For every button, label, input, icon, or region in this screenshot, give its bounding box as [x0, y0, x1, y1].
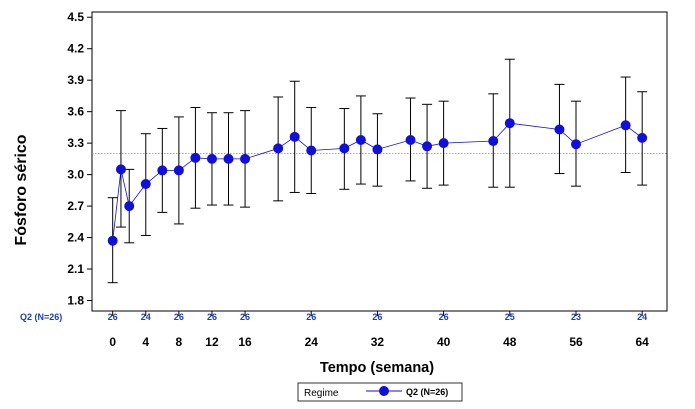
x-tick-label: 56	[569, 335, 583, 349]
n-count: 24	[141, 312, 151, 322]
n-count: 24	[637, 312, 647, 322]
data-point	[488, 136, 499, 147]
y-tick-label: 1.8	[67, 294, 84, 308]
n-count: 26	[174, 312, 184, 322]
y-tick-label: 2.1	[67, 262, 84, 276]
y-tick-label: 2.7	[67, 199, 84, 213]
n-count: 23	[571, 312, 581, 322]
data-point	[289, 131, 300, 142]
data-point	[206, 153, 217, 164]
n-count: 26	[306, 312, 316, 322]
x-tick-label: 24	[305, 335, 319, 349]
n-row-group: Q2 (N=26) 26 24 26 26 26 26 26 26 25 23 24	[20, 312, 647, 322]
data-point	[273, 143, 284, 154]
series-group	[107, 118, 648, 246]
x-axis-title: Tempo (semana)	[320, 360, 434, 376]
data-point	[306, 145, 317, 156]
legend-entry-label: Q2 (N=26)	[406, 387, 448, 397]
n-count: 26	[240, 312, 250, 322]
data-point	[422, 141, 433, 152]
data-point	[438, 138, 449, 149]
data-point	[372, 144, 383, 155]
y-tick-label: 3.6	[67, 105, 84, 119]
data-point	[223, 153, 234, 164]
x-tick-label: 0	[109, 335, 116, 349]
data-point	[157, 165, 168, 176]
n-count: 26	[439, 312, 449, 322]
y-tick-label: 4.2	[67, 42, 84, 56]
x-tick-label: 64	[636, 335, 650, 349]
plot-frame	[91, 11, 668, 312]
data-point	[570, 139, 581, 150]
y-tick-label: 3.9	[67, 73, 84, 87]
n-count: 25	[505, 312, 515, 322]
data-point	[173, 165, 184, 176]
n-count: 26	[372, 312, 382, 322]
data-point	[355, 134, 366, 145]
data-point	[620, 120, 631, 131]
data-point	[339, 143, 350, 154]
x-tick-label: 16	[238, 335, 252, 349]
x-tick-label: 40	[437, 335, 451, 349]
y-axis-title: Fósforo sérico	[13, 134, 30, 245]
data-point	[405, 134, 416, 145]
error-bars-group	[107, 58, 648, 284]
data-point	[140, 179, 151, 190]
x-tick-label: 8	[176, 335, 183, 349]
data-point	[240, 153, 251, 164]
data-point	[107, 235, 118, 246]
data-point	[124, 201, 135, 212]
data-point	[115, 164, 126, 175]
x-tick-label: 12	[205, 335, 219, 349]
data-point	[554, 124, 565, 135]
data-point	[504, 118, 515, 129]
y-tick-label: 3.0	[67, 168, 84, 182]
x-tick-label: 4	[142, 335, 149, 349]
axes-group: 1.82.12.42.73.03.33.63.94.24.50 4 8 12 16 24 3…	[67, 10, 649, 349]
data-point	[190, 152, 201, 163]
n-count: 26	[108, 312, 118, 322]
x-tick-label: 32	[371, 335, 385, 349]
y-tick-label: 4.5	[67, 10, 84, 24]
n-count: 26	[207, 312, 217, 322]
data-point	[637, 132, 648, 143]
x-tick-label: 48	[503, 335, 517, 349]
y-tick-label: 3.3	[67, 136, 84, 150]
legend-title: Regime	[304, 388, 339, 399]
legend-series-marker	[379, 386, 389, 396]
n-row-label: Q2 (N=26)	[20, 312, 62, 322]
y-tick-label: 2.4	[67, 231, 84, 245]
legend: Regime Q2 (N=26)	[297, 382, 463, 402]
